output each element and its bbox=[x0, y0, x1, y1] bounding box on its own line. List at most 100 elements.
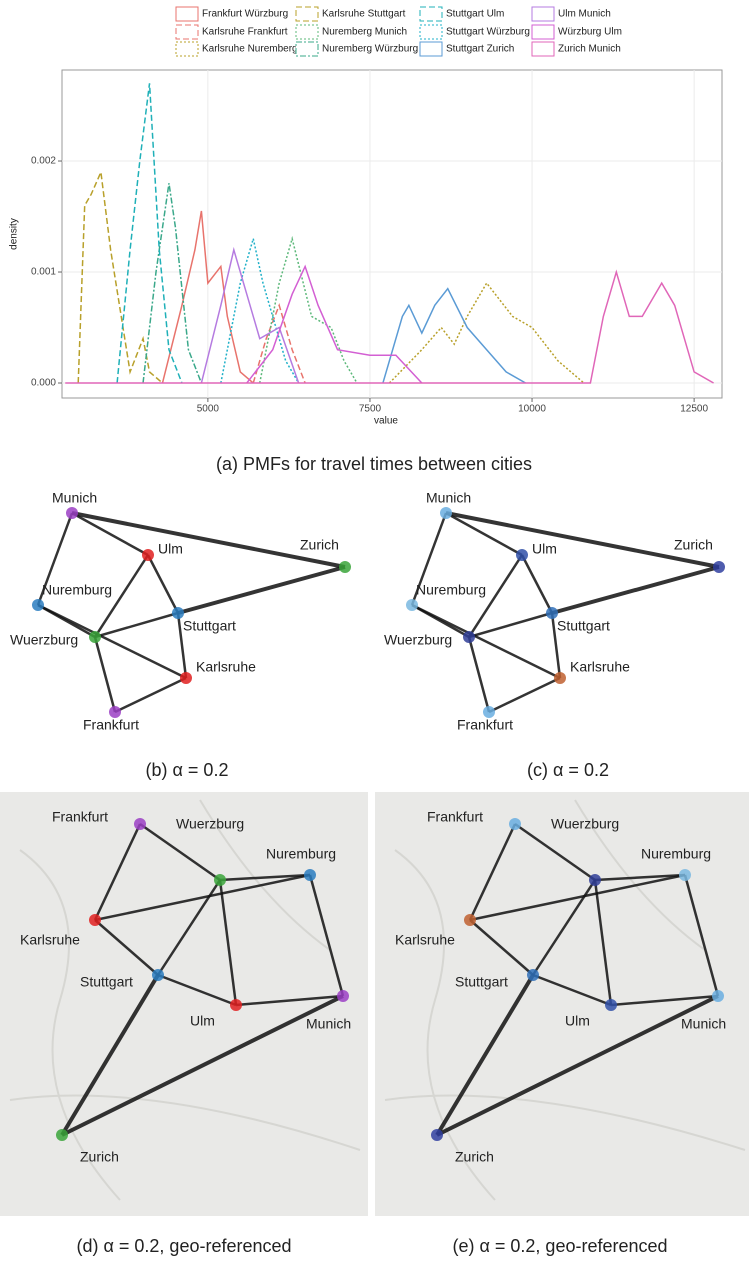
edge bbox=[550, 612, 562, 679]
edge bbox=[468, 611, 553, 639]
node bbox=[89, 631, 101, 643]
node-label: Nuremburg bbox=[266, 846, 336, 862]
edge bbox=[37, 603, 187, 680]
edge bbox=[61, 994, 344, 1137]
node-label: Nuremburg bbox=[416, 582, 486, 598]
x-axis-label: value bbox=[374, 416, 398, 427]
density-line bbox=[220, 238, 300, 384]
node bbox=[464, 914, 476, 926]
node bbox=[89, 914, 101, 926]
node bbox=[712, 990, 724, 1002]
x-tick-label: 12500 bbox=[680, 404, 708, 415]
edge bbox=[93, 554, 150, 638]
node bbox=[32, 599, 44, 611]
edge bbox=[177, 565, 346, 615]
edge bbox=[469, 919, 534, 976]
legend-label: Stuttgart Würzburg bbox=[446, 27, 530, 38]
edge bbox=[139, 822, 221, 882]
edge bbox=[683, 874, 720, 997]
y-axis-label: density bbox=[9, 218, 20, 250]
edge bbox=[411, 603, 470, 639]
edge bbox=[93, 636, 117, 713]
density-line bbox=[116, 83, 183, 384]
legend-key bbox=[531, 6, 555, 22]
density-line bbox=[142, 183, 203, 384]
legend-label: Stuttgart Ulm bbox=[446, 9, 504, 20]
node bbox=[554, 672, 566, 684]
density-line bbox=[252, 302, 306, 384]
node bbox=[713, 561, 725, 573]
legend-label: Karlsruhe Frankfurt bbox=[202, 27, 288, 38]
node-label: Ulm bbox=[158, 541, 183, 557]
x-tick-label: 7500 bbox=[359, 404, 382, 415]
node-label: Wuerzburg bbox=[384, 632, 452, 648]
caption: (d) α = 0.2, geo-referenced bbox=[76, 1236, 291, 1256]
node-label: Stuttgart bbox=[80, 974, 133, 990]
edge bbox=[94, 919, 159, 976]
x-tick-label: 5000 bbox=[197, 404, 220, 415]
edge bbox=[94, 611, 179, 639]
legend-label: Karlsruhe Nuremberg bbox=[202, 44, 298, 55]
node bbox=[134, 818, 146, 830]
legend-key bbox=[295, 6, 319, 22]
edge bbox=[218, 879, 238, 1006]
edge bbox=[157, 973, 237, 1007]
density-line bbox=[246, 264, 423, 384]
node bbox=[509, 818, 521, 830]
legend-key bbox=[531, 41, 555, 57]
node-label: Stuttgart bbox=[183, 618, 236, 634]
legend-label: Würzburg Ulm bbox=[558, 27, 622, 38]
node bbox=[152, 969, 164, 981]
map-background bbox=[0, 792, 368, 1216]
edge bbox=[469, 873, 686, 922]
density-line bbox=[259, 235, 358, 384]
legend-key bbox=[175, 41, 199, 57]
node bbox=[516, 549, 528, 561]
node bbox=[431, 1129, 443, 1141]
node bbox=[589, 874, 601, 886]
edge bbox=[467, 636, 491, 713]
edge bbox=[71, 511, 346, 569]
map-roads bbox=[9, 799, 361, 1201]
legend-key bbox=[419, 24, 443, 40]
node-label: Nuremburg bbox=[641, 846, 711, 862]
node bbox=[142, 549, 154, 561]
legend-label: Karlsruhe Stuttgart bbox=[322, 9, 406, 20]
node-label: Stuttgart bbox=[455, 974, 508, 990]
node-label: Stuttgart bbox=[557, 618, 610, 634]
node bbox=[304, 869, 316, 881]
edge bbox=[551, 565, 720, 615]
node-label: Zurich bbox=[80, 1149, 119, 1165]
edge bbox=[436, 994, 719, 1137]
node bbox=[406, 599, 418, 611]
node-label: Munich bbox=[681, 1016, 726, 1032]
node-label: Frankfurt bbox=[52, 809, 108, 825]
map-background bbox=[375, 792, 749, 1216]
legend-key bbox=[295, 41, 319, 57]
edge bbox=[71, 511, 149, 557]
edge bbox=[467, 554, 524, 638]
node bbox=[483, 706, 495, 718]
node-label: Ulm bbox=[565, 1013, 590, 1029]
node bbox=[679, 869, 691, 881]
node bbox=[172, 607, 184, 619]
y-tick-label: 0.001 bbox=[31, 267, 56, 278]
edge bbox=[488, 676, 561, 714]
caption: (c) α = 0.2 bbox=[527, 760, 609, 780]
node-label: Karlsruhe bbox=[196, 659, 256, 675]
caption: (b) α = 0.2 bbox=[146, 760, 229, 780]
node bbox=[546, 607, 558, 619]
edge bbox=[532, 973, 612, 1007]
edge bbox=[36, 512, 74, 606]
edge bbox=[531, 879, 597, 976]
density-line bbox=[65, 269, 714, 384]
legend-label: Nuremberg Würzburg bbox=[322, 44, 418, 55]
node-label: Munich bbox=[426, 490, 471, 506]
edge bbox=[435, 973, 535, 1137]
edge bbox=[235, 994, 344, 1007]
edge bbox=[593, 879, 613, 1006]
edge bbox=[610, 994, 719, 1007]
legend-label: Zurich Munich bbox=[558, 44, 621, 55]
edge bbox=[146, 554, 180, 614]
